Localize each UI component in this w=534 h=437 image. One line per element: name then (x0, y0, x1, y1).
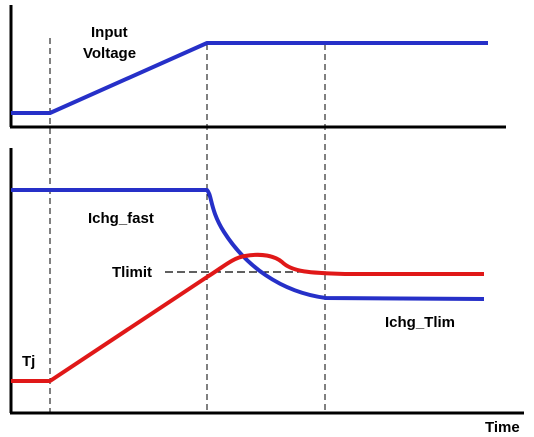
tj-label: Tj (22, 353, 35, 370)
time-axis-label: Time (485, 419, 520, 436)
input-voltage-curve (11, 41, 488, 115)
charge-current-curve (11, 188, 485, 301)
junction-temperature-curve (11, 252, 484, 383)
ichg-fast-label: Ichg_fast (88, 210, 154, 227)
input-voltage-label-line2: Voltage (83, 45, 136, 62)
ichg-tlim-label: Ichg_Tlim (385, 314, 455, 331)
tlimit-label: Tlimit (112, 264, 152, 281)
input-voltage-label-line1: Input (91, 24, 128, 41)
